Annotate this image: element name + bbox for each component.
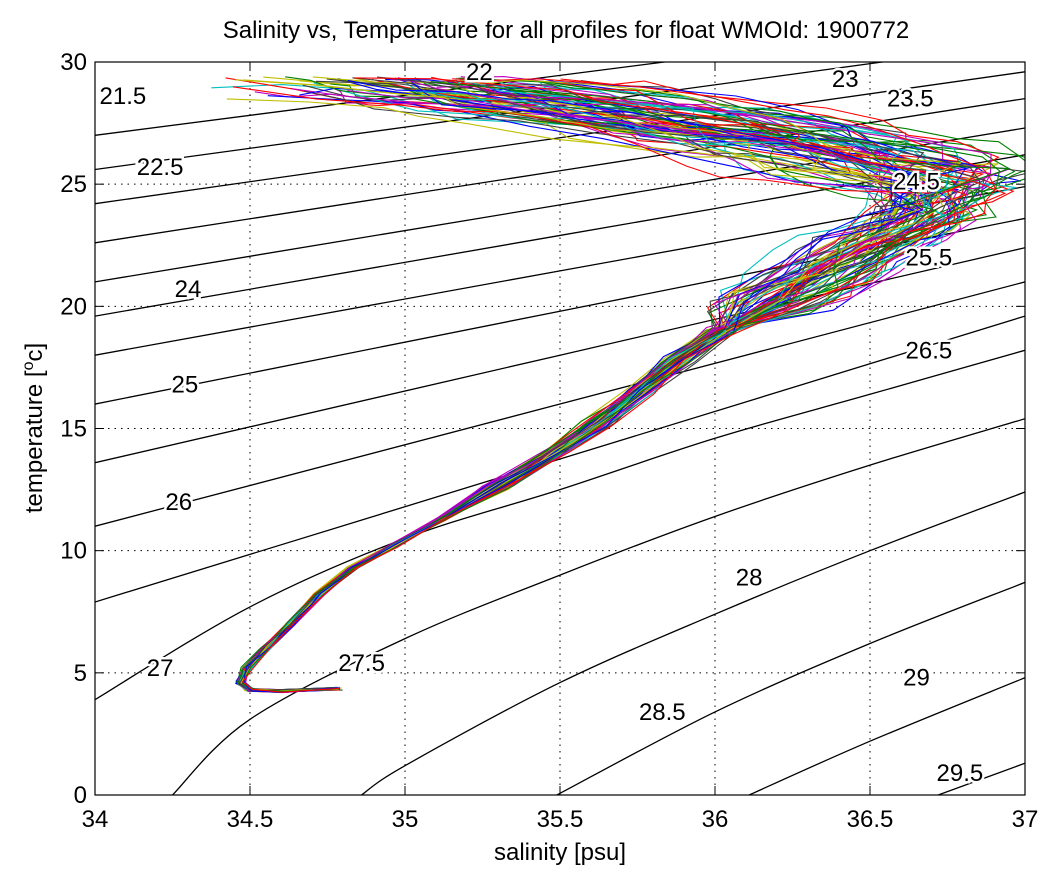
contour-labels: 21.5 22 22.5 23 23.5 24 24.5 25 25.5 26 26.5 27 27.5… xyxy=(97,56,986,789)
contour-line xyxy=(95,349,1025,701)
profile-line xyxy=(241,77,1007,693)
profile-line xyxy=(241,92,980,693)
contour-label: 24 xyxy=(175,276,202,303)
contour-label: 26.5 xyxy=(906,337,953,364)
contour-label: 25 xyxy=(172,372,199,399)
contour-line xyxy=(95,217,1025,405)
profile-line xyxy=(239,85,946,691)
profile-line xyxy=(239,77,987,692)
contour-line xyxy=(95,71,1025,205)
profile-line xyxy=(235,87,919,691)
contour-label: 26 xyxy=(165,489,192,516)
profile-line xyxy=(237,88,959,694)
contour-label: 27.5 xyxy=(338,650,385,677)
y-tick-label: 0 xyxy=(74,782,87,809)
contour-label: 29 xyxy=(903,665,930,692)
y-axis-label-superscript: o xyxy=(20,361,37,370)
contour-line xyxy=(937,762,1025,795)
y-axis-label: temperature [oc] xyxy=(20,343,48,513)
profile-line xyxy=(235,80,979,691)
contour-label: 22.5 xyxy=(137,154,184,181)
profile-line xyxy=(237,77,1001,691)
profile-line xyxy=(238,100,895,694)
profile-line xyxy=(237,96,992,691)
y-tick-label: 5 xyxy=(74,660,87,687)
contour-label: 22 xyxy=(466,59,493,86)
profile-line xyxy=(239,82,913,692)
contour-line xyxy=(95,281,1025,527)
contour-label: 28 xyxy=(736,565,763,592)
y-axis-label-end: c] xyxy=(21,343,48,362)
contour-line xyxy=(172,418,1025,795)
profile-line xyxy=(241,97,957,693)
y-axis-ticks: 0 5 10 15 20 25 30 xyxy=(60,49,1025,809)
contour-label: 21.5 xyxy=(100,83,147,110)
x-tick-label: 37 xyxy=(1012,806,1039,833)
x-axis-ticks: 34 34.5 35 35.5 36 36.5 37 xyxy=(82,62,1039,833)
x-tick-label: 36.5 xyxy=(847,806,894,833)
contour-label: 23 xyxy=(832,66,859,93)
profile-line xyxy=(241,82,985,693)
profile-line xyxy=(244,90,916,692)
profile-lines xyxy=(211,76,1025,694)
y-tick-label: 25 xyxy=(60,171,87,198)
profile-line xyxy=(242,92,961,692)
y-tick-label: 30 xyxy=(60,49,87,76)
profile-line xyxy=(237,90,930,693)
x-tick-label: 34 xyxy=(82,806,109,833)
contour-label: 25.5 xyxy=(906,244,953,271)
contour-line xyxy=(556,581,1025,795)
profile-line xyxy=(242,79,924,693)
contour-line xyxy=(95,315,1025,603)
profile-line xyxy=(237,84,916,692)
y-tick-label: 20 xyxy=(60,293,87,320)
profile-line xyxy=(237,82,999,693)
profile-line xyxy=(236,89,927,692)
contour-label: 23.5 xyxy=(887,86,934,113)
contour-label: 28.5 xyxy=(639,699,686,726)
profile-line xyxy=(232,86,937,691)
profile-line xyxy=(237,77,934,691)
x-tick-label: 36 xyxy=(702,806,729,833)
profile-line xyxy=(239,89,947,692)
contour-label: 29.5 xyxy=(937,760,984,787)
contour-line xyxy=(361,491,1025,795)
contour-line xyxy=(748,677,1025,795)
contour-line xyxy=(95,97,1025,244)
y-tick-label: 10 xyxy=(60,538,87,565)
contour-label: 24.5 xyxy=(893,169,940,196)
density-contours xyxy=(95,62,1025,795)
y-axis-label-main: temperature [ xyxy=(21,370,48,513)
x-tick-label: 35.5 xyxy=(537,806,584,833)
contour-line xyxy=(95,62,670,136)
y-tick-label: 15 xyxy=(60,416,87,443)
contour-line xyxy=(95,247,1025,464)
x-tick-label: 35 xyxy=(392,806,419,833)
profile-line xyxy=(240,79,962,691)
profile-line xyxy=(240,88,959,691)
profile-line xyxy=(239,92,942,693)
x-tick-label: 34.5 xyxy=(227,806,274,833)
x-axis-label: salinity [psu] xyxy=(494,839,626,866)
contour-label: 27 xyxy=(147,655,174,682)
profile-line xyxy=(239,79,937,692)
chart-title: Salinity vs, Temperature for all profile… xyxy=(223,17,910,44)
